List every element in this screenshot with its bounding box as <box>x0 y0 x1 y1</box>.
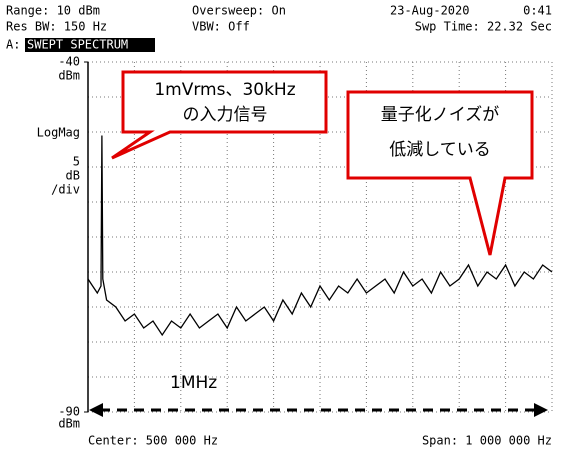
y-tick-label: -90 <box>58 405 80 419</box>
callout-text: の入力信号 <box>183 105 268 125</box>
y-unit-top: dBm <box>58 69 80 83</box>
mode-bg <box>25 38 155 52</box>
per-div: 5 <box>73 155 80 169</box>
scale-mode: LogMag <box>37 126 80 140</box>
range: Range: 10 dBm <box>6 4 100 18</box>
vbw: VBW: Off <box>192 20 250 34</box>
date: 23-Aug-2020 <box>390 4 469 18</box>
trace-id: A: <box>6 38 20 52</box>
y-tick-label: -40 <box>58 55 80 69</box>
center-freq: Center: 500 000 Hz <box>88 434 218 448</box>
time: 0:41 <box>523 4 552 18</box>
signal-callout: 1mVrms、30kHz の入力信号 <box>111 70 328 160</box>
per-div-suffix: /div <box>51 183 80 197</box>
callout-text: 低減している <box>389 140 491 160</box>
mode: SWEPT SPECTRUM <box>27 38 128 52</box>
swp-time: Swp Time: 22.32 Sec <box>415 20 552 34</box>
noise-callout: 量子化ノイズが 低減している <box>346 90 534 256</box>
callout-box <box>111 70 328 160</box>
span-arrow <box>89 403 548 417</box>
trace <box>87 135 553 337</box>
callout-text: 1mVrms、30kHz <box>154 80 295 100</box>
per-div-unit: dB <box>66 169 80 183</box>
oversweep: Oversweep: On <box>192 4 286 18</box>
span-label: 1MHz <box>170 373 217 393</box>
callout-box <box>346 90 534 256</box>
span: Span: 1 000 000 Hz <box>422 434 552 448</box>
y-unit-bottom: dBm <box>58 417 80 431</box>
res-bw: Res BW: 150 Hz <box>6 20 107 34</box>
callout-text: 量子化ノイズが <box>381 105 500 125</box>
